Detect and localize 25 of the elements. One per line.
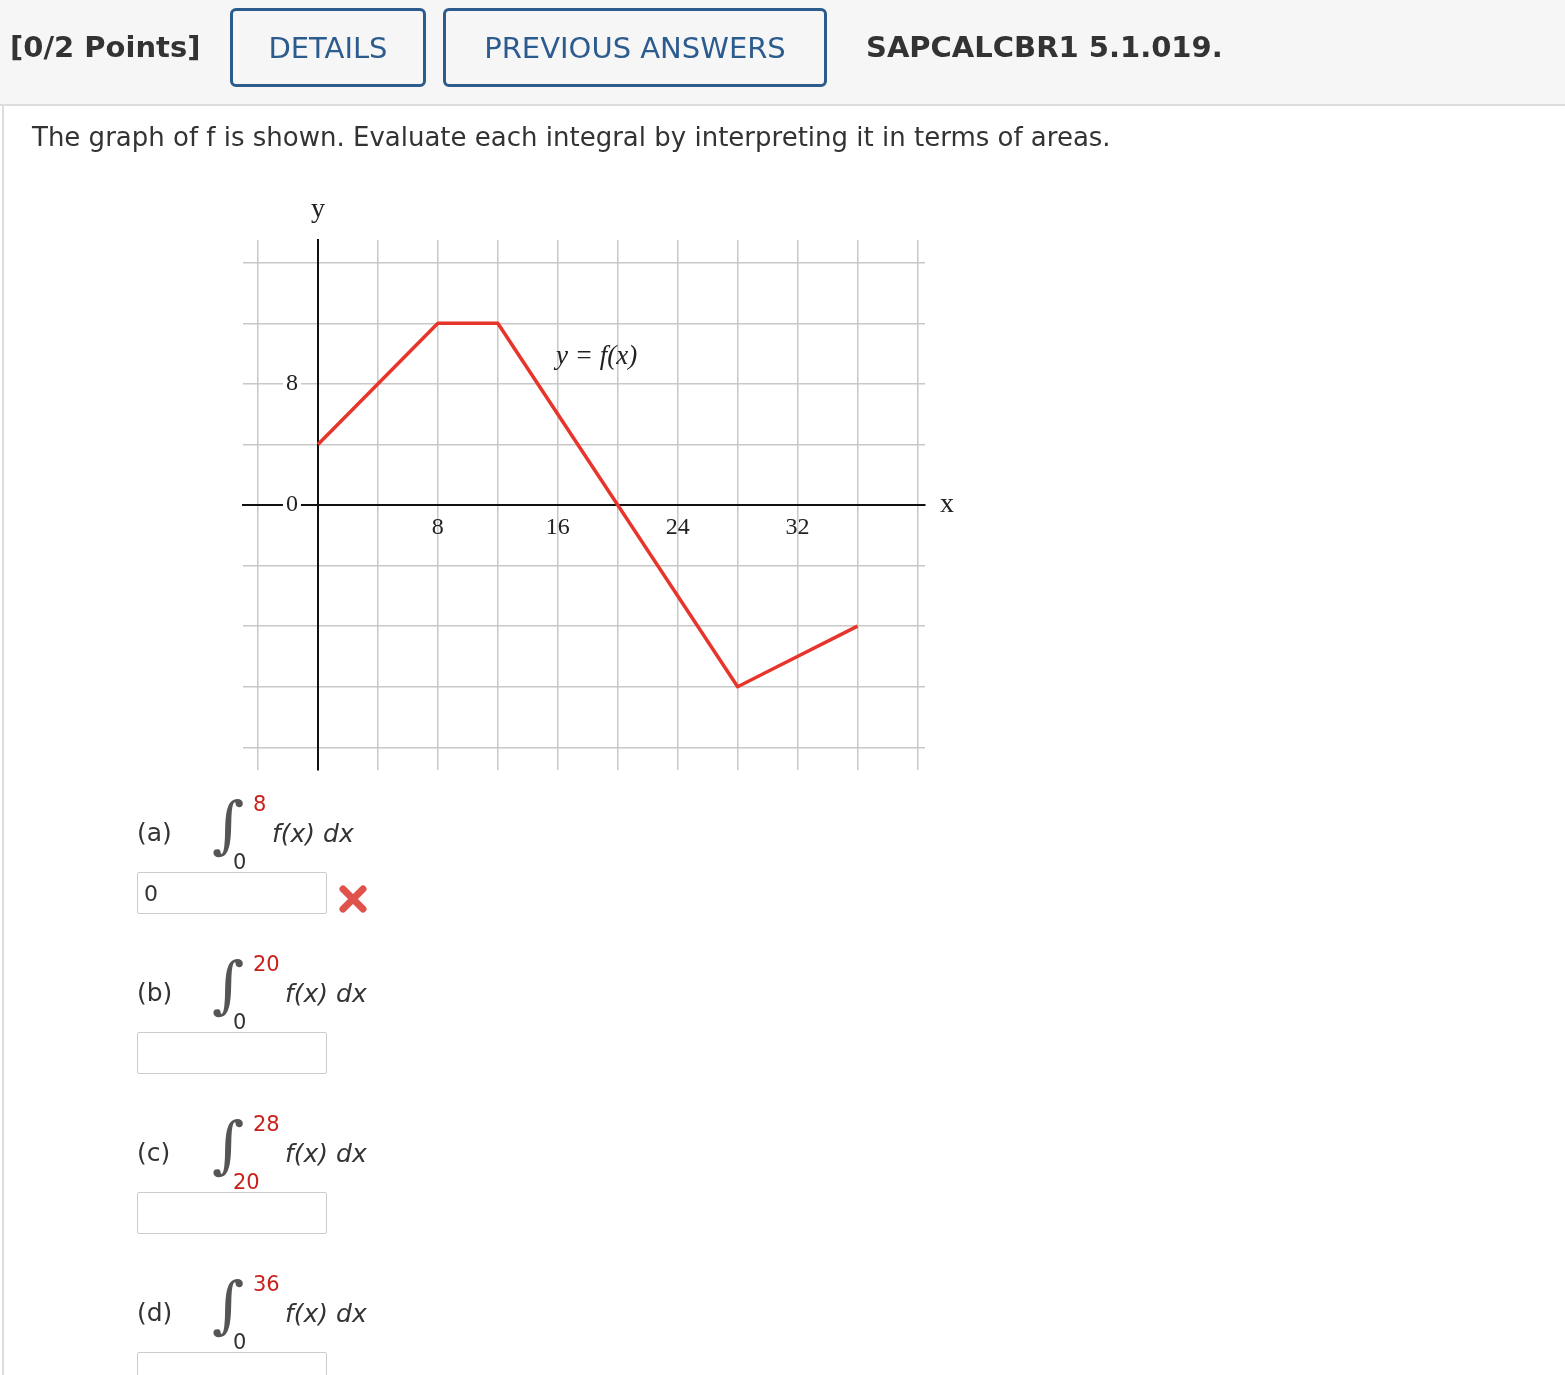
answer-field: 0 (137, 872, 327, 914)
text: (d) (137, 1298, 173, 1327)
y-axis-title: y (310, 192, 325, 224)
chart-title: The graph of f is shown. Evaluate each integral by interpreting it in terms of areas. (32, 122, 1111, 152)
text: 20 (253, 952, 280, 976)
button: PREVIOUS ANSWERS (443, 8, 827, 87)
text: 36 (253, 1272, 280, 1296)
text: (a) (137, 818, 172, 847)
text: SAPCALCBR1 5.1.019. (866, 30, 1223, 64)
annotation: y = f(x) (556, 340, 638, 371)
x-tick-label: 8 (431, 512, 444, 539)
x-axis-title: x (940, 487, 954, 519)
text: 8 (253, 792, 267, 816)
text: f(x) dx (285, 979, 367, 1008)
text: f(x) dx (285, 1139, 367, 1168)
text: 28 (253, 1112, 280, 1136)
x-tick-label: 16 (545, 512, 570, 539)
text: (b) (137, 978, 173, 1007)
text: [0/2 Points] (10, 30, 201, 64)
text: f(x) dx (272, 819, 354, 848)
button: DETAILS (230, 8, 426, 87)
text: (c) (137, 1138, 171, 1167)
x-tick-label: 32 (785, 512, 810, 539)
x-tick-label: 24 (665, 512, 690, 539)
text: f(x) dx (285, 1299, 367, 1328)
